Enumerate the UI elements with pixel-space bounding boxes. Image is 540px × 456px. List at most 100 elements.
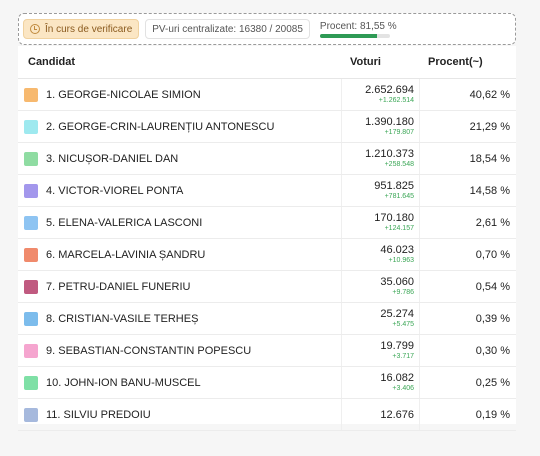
verification-status-label: În curs de verificare bbox=[45, 23, 133, 35]
header-votes[interactable]: Voturi bbox=[350, 56, 381, 68]
table-header: Candidat Voturi Procent(~) bbox=[18, 46, 516, 79]
candidate-cell: 5. ELENA-VALERICA LASCONI bbox=[18, 207, 342, 238]
candidate-name: 9. SEBASTIAN-CONSTANTIN POPESCU bbox=[46, 344, 252, 357]
candidate-color-swatch bbox=[24, 279, 38, 294]
clock-check-icon bbox=[30, 24, 40, 34]
percent-value: 18,54 % bbox=[469, 152, 510, 165]
votes-cell: 19.799 +3.717 bbox=[342, 335, 420, 366]
percent-cell: 0,30 % bbox=[420, 335, 516, 366]
percent-value: 0,39 % bbox=[475, 312, 510, 325]
verification-status-badge: În curs de verificare bbox=[23, 19, 140, 39]
candidate-cell: 11. SILVIU PREDOIU bbox=[18, 399, 342, 430]
votes-delta: +781.645 bbox=[384, 193, 414, 200]
table-row[interactable]: 7. PETRU-DANIEL FUNERIU 35.060 +9.786 0,54 … bbox=[18, 271, 516, 303]
votes-value: 2.652.694 bbox=[365, 84, 414, 96]
votes-cell: 1.210.373 +258.548 bbox=[342, 143, 420, 174]
votes-delta: +179.807 bbox=[384, 129, 414, 136]
candidate-color-swatch bbox=[24, 407, 38, 422]
percent-value: 40,62 % bbox=[469, 88, 510, 101]
percent-value: 0,30 % bbox=[475, 344, 510, 357]
candidate-color-swatch bbox=[24, 119, 38, 134]
candidate-name: 2. GEORGE-CRIN-LAURENȚIU ANTONESCU bbox=[46, 120, 275, 133]
candidate-color-swatch bbox=[24, 247, 38, 262]
percent-progress-fill bbox=[319, 33, 377, 38]
candidate-cell: 1. GEORGE-NICOLAE SIMION bbox=[18, 79, 342, 110]
percent-label: Procent: 81,55 % bbox=[319, 20, 397, 32]
percent-badge: Procent: 81,55 % bbox=[316, 17, 401, 41]
percent-cell: 21,29 % bbox=[420, 111, 516, 142]
header-percent[interactable]: Procent(~) bbox=[428, 56, 483, 68]
table-row[interactable]: 3. NICUȘOR-DANIEL DAN 1.210.373 +258.548 18… bbox=[18, 143, 516, 175]
percent-value: 21,29 % bbox=[469, 120, 510, 133]
votes-value: 25.274 bbox=[380, 308, 414, 320]
votes-delta: +124.157 bbox=[384, 225, 414, 232]
percent-cell: 18,54 % bbox=[420, 143, 516, 174]
votes-cell: 35.060 +9.786 bbox=[342, 271, 420, 302]
candidate-name: 4. VICTOR-VIOREL PONTA bbox=[46, 184, 184, 197]
candidate-name: 6. MARCELA-LAVINIA ȘANDRU bbox=[46, 248, 206, 261]
votes-delta: +5.475 bbox=[392, 321, 414, 328]
candidate-color-swatch bbox=[24, 343, 38, 358]
candidate-name: 11. SILVIU PREDOIU bbox=[46, 408, 151, 421]
candidate-color-swatch bbox=[24, 375, 38, 390]
votes-cell: 170.180 +124.157 bbox=[342, 207, 420, 238]
percent-value: 0,70 % bbox=[475, 248, 510, 261]
votes-cell: 25.274 +5.475 bbox=[342, 303, 420, 334]
candidate-cell: 2. GEORGE-CRIN-LAURENȚIU ANTONESCU bbox=[18, 111, 342, 142]
candidate-name: 5. ELENA-VALERICA LASCONI bbox=[46, 216, 203, 229]
votes-value: 19.799 bbox=[380, 340, 414, 352]
table-row[interactable]: 4. VICTOR-VIOREL PONTA 951.825 +781.645 14,… bbox=[18, 175, 516, 207]
pv-centralized-label: PV-uri centralizate: 16380 / 20085 bbox=[152, 23, 303, 35]
votes-cell: 16.082 +3.406 bbox=[342, 367, 420, 398]
table-row[interactable]: 2. GEORGE-CRIN-LAURENȚIU ANTONESCU 1.390.… bbox=[18, 111, 516, 143]
candidate-cell: 3. NICUȘOR-DANIEL DAN bbox=[18, 143, 342, 174]
votes-cell: 12.676 bbox=[342, 399, 420, 430]
table-body: 1. GEORGE-NICOLAE SIMION 2.652.694 +1.262.… bbox=[18, 79, 516, 431]
candidate-cell: 7. PETRU-DANIEL FUNERIU bbox=[18, 271, 342, 302]
candidate-name: 1. GEORGE-NICOLAE SIMION bbox=[46, 88, 201, 101]
votes-value: 170.180 bbox=[374, 212, 414, 224]
candidate-cell: 10. JOHN-ION BANU-MUSCEL bbox=[18, 367, 342, 398]
percent-value: 0,54 % bbox=[475, 280, 510, 293]
percent-value: 14,58 % bbox=[469, 184, 510, 197]
percent-cell: 14,58 % bbox=[420, 175, 516, 206]
votes-value: 1.390.180 bbox=[365, 116, 414, 128]
votes-value: 1.210.373 bbox=[365, 148, 414, 160]
candidate-name: 3. NICUȘOR-DANIEL DAN bbox=[46, 152, 179, 165]
percent-value: 0,19 % bbox=[475, 408, 510, 421]
table-row[interactable]: 11. SILVIU PREDOIU 12.676 0,19 % bbox=[18, 399, 516, 431]
table-row[interactable]: 6. MARCELA-LAVINIA ȘANDRU 46.023 +10.963 0,… bbox=[18, 239, 516, 271]
percent-cell: 0,54 % bbox=[420, 271, 516, 302]
votes-value: 35.060 bbox=[380, 276, 414, 288]
votes-cell: 951.825 +781.645 bbox=[342, 175, 420, 206]
candidate-color-swatch bbox=[24, 87, 38, 102]
table-row[interactable]: 8. CRISTIAN-VASILE TERHEȘ 25.274 +5.475 0,3… bbox=[18, 303, 516, 335]
percent-cell: 0,25 % bbox=[420, 367, 516, 398]
votes-value: 46.023 bbox=[380, 244, 414, 256]
pv-centralized-badge: PV-uri centralizate: 16380 / 20085 bbox=[145, 19, 310, 39]
votes-cell: 2.652.694 +1.262.514 bbox=[342, 79, 420, 110]
votes-value: 951.825 bbox=[374, 180, 414, 192]
votes-delta: +1.262.514 bbox=[378, 97, 414, 104]
votes-cell: 1.390.180 +179.807 bbox=[342, 111, 420, 142]
percent-progress-track bbox=[319, 33, 390, 38]
percent-cell: 0,19 % bbox=[420, 399, 516, 430]
table-row[interactable]: 1. GEORGE-NICOLAE SIMION 2.652.694 +1.262.… bbox=[18, 79, 516, 111]
percent-cell: 40,62 % bbox=[420, 79, 516, 110]
status-bar: În curs de verificare PV-uri centralizat… bbox=[18, 13, 516, 45]
candidate-name: 10. JOHN-ION BANU-MUSCEL bbox=[46, 376, 201, 389]
header-candidate[interactable]: Candidat bbox=[28, 56, 76, 68]
votes-value: 16.082 bbox=[380, 372, 414, 384]
table-row[interactable]: 5. ELENA-VALERICA LASCONI 170.180 +124.157… bbox=[18, 207, 516, 239]
table-row[interactable]: 10. JOHN-ION BANU-MUSCEL 16.082 +3.406 0,25… bbox=[18, 367, 516, 399]
votes-cell: 46.023 +10.963 bbox=[342, 239, 420, 270]
votes-value: 12.676 bbox=[380, 408, 414, 421]
table-row[interactable]: 9. SEBASTIAN-CONSTANTIN POPESCU 19.799 +3.… bbox=[18, 335, 516, 367]
votes-delta: +3.406 bbox=[392, 385, 414, 392]
candidate-name: 8. CRISTIAN-VASILE TERHEȘ bbox=[46, 312, 199, 325]
candidate-cell: 6. MARCELA-LAVINIA ȘANDRU bbox=[18, 239, 342, 270]
votes-delta: +10.963 bbox=[388, 257, 415, 264]
candidate-color-swatch bbox=[24, 151, 38, 166]
candidate-color-swatch bbox=[24, 183, 38, 198]
votes-delta: +9.786 bbox=[392, 289, 414, 296]
